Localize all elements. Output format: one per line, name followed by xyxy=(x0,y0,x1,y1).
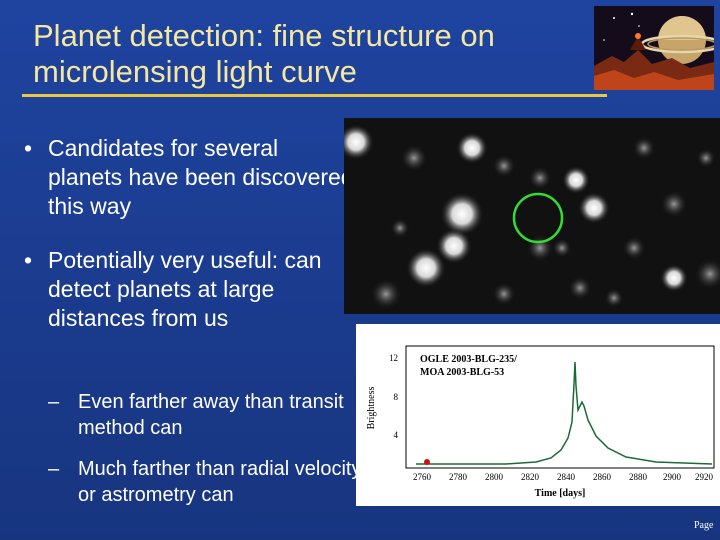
bullet-marker: • xyxy=(24,135,33,161)
x-tick: 2760 xyxy=(413,472,432,482)
page-label: Page xyxy=(694,520,714,531)
y-tick: 4 xyxy=(394,430,399,440)
x-tick: 2840 xyxy=(557,472,576,482)
light-curve-line xyxy=(416,361,713,465)
x-tick: 2920 xyxy=(695,472,714,482)
bullet-text: Potentially very useful: can detect plan… xyxy=(48,247,322,331)
data-point-marker xyxy=(424,459,430,465)
sub-bullet-text: Even farther away than transit method ca… xyxy=(78,391,344,439)
bullet-potentially-useful: • Potentially very useful: can detect pl… xyxy=(24,246,358,333)
x-tick: 2880 xyxy=(629,472,648,482)
sub-bullet-marker: – xyxy=(48,458,60,480)
bullet-marker: • xyxy=(24,247,33,273)
sub-bullet-radial-velocity: – Much farther than radial velocity or a… xyxy=(48,456,368,508)
event-label-1: OGLE 2003-BLG-235/ xyxy=(420,354,517,365)
y-tick: 8 xyxy=(394,392,399,402)
y-tick: 12 xyxy=(389,353,398,363)
light-curve-plot: Brightness 12 8 4 OGLE 2003-BLG-235/ MOA… xyxy=(356,324,720,506)
star-field-image xyxy=(344,118,720,314)
x-tick: 2900 xyxy=(663,472,682,482)
event-label-2: MOA 2003-BLG-53 xyxy=(420,367,504,378)
x-tick: 2800 xyxy=(485,472,504,482)
target-circle xyxy=(512,192,564,244)
sub-bullet-marker: – xyxy=(48,391,60,413)
ringed-planet-illustration xyxy=(594,6,714,90)
bullet-text: Candidates for several planets have been… xyxy=(48,135,354,219)
x-tick: 2820 xyxy=(521,472,540,482)
sub-bullet-text: Much farther than radial velocity or ast… xyxy=(78,458,362,506)
slide-title: Planet detection: fine structure on micr… xyxy=(33,18,593,90)
y-axis-label: Brightness xyxy=(366,387,377,430)
sub-bullet-transit: – Even farther away than transit method … xyxy=(48,389,368,441)
title-underline xyxy=(22,94,607,97)
x-axis-label: Time [days] xyxy=(535,488,586,499)
title-line-1: Planet detection: fine structure on xyxy=(33,18,495,53)
x-tick: 2860 xyxy=(593,472,612,482)
bullet-candidates: • Candidates for several planets have be… xyxy=(24,134,358,221)
x-tick: 2780 xyxy=(449,472,468,482)
title-line-2: microlensing light curve xyxy=(33,54,357,89)
